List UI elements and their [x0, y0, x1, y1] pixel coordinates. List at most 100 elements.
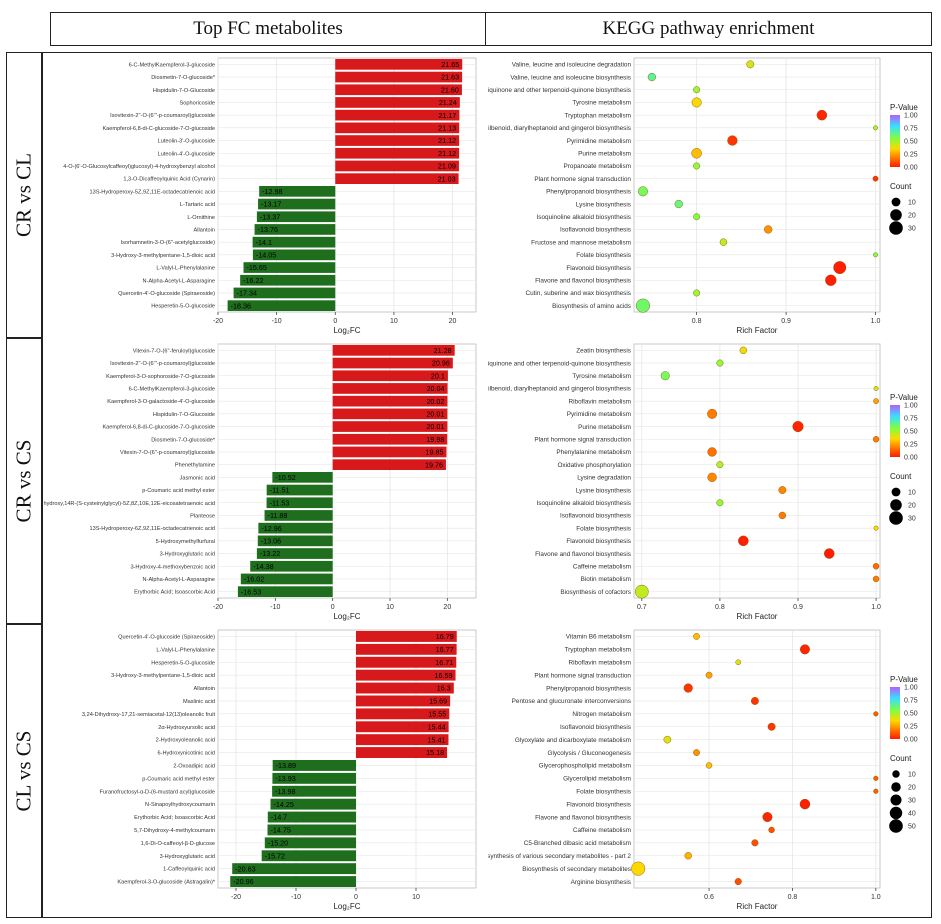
- category-label: 6-C-MethylKaempferol-3-glucoside: [129, 386, 215, 392]
- x-tick-label: -10: [272, 318, 282, 325]
- bar: [266, 497, 333, 509]
- pvalue-colorbar: [890, 405, 900, 457]
- size-legend-dot: [890, 794, 902, 806]
- bubble: [707, 408, 718, 419]
- data-label: -15.72: [265, 851, 285, 860]
- data-label: 16.71: [435, 658, 453, 667]
- data-label: 20.01: [426, 422, 444, 431]
- legend-title-count: Count: [890, 472, 912, 481]
- colorbar-tick-label: 0.50: [904, 139, 918, 146]
- pathway-label: Vitamin B6 metabolism: [566, 634, 631, 641]
- kegg-bubble-chart-cr-vs-cl: Valine, leucine and isoleucine degradati…: [488, 57, 918, 335]
- pathway-label: Oxidative phosphorylation: [557, 462, 631, 469]
- pathway-label: Stilbenoid, diarylheptanoid and gingerol…: [488, 386, 631, 393]
- data-label: 15.18: [426, 748, 444, 757]
- plot-area: [633, 629, 881, 889]
- category-label: L-Valyl-L-Phenylalanine: [156, 647, 215, 653]
- category-label: Phenethylamine: [175, 463, 215, 469]
- bar: [356, 682, 454, 694]
- x-tick-label: 10: [386, 604, 394, 611]
- pathway-label: Glycolysis / Gluconeogenesis: [548, 750, 631, 757]
- category-label: Luteolin-4'-O-glucoside: [158, 151, 215, 157]
- category-label: Quercetin-4'-O-glucoside (Spiraeoside): [118, 291, 215, 297]
- data-label: 21.65: [441, 60, 459, 69]
- data-label: -20.96: [233, 877, 253, 886]
- x-tick-label: -10: [270, 604, 280, 611]
- category-label: Kaempferol-3-O-sophoroside-7-O-glucoside: [106, 374, 215, 380]
- bubble: [762, 812, 773, 822]
- category-label: 2-Hydroxyoleanolic acid: [156, 738, 215, 744]
- category-label: Erythorbic Acid; Isoascorbic Acid: [134, 590, 215, 596]
- bar: [232, 863, 356, 875]
- colorbar-tick-label: 0.25: [904, 724, 918, 731]
- size-legend-label: 30: [908, 516, 916, 523]
- pathway-label: Glycerophospholipid metabolism: [539, 763, 631, 770]
- data-label: 20.1: [431, 371, 445, 380]
- category-label: Isovitexin-2''-O-(6'''-p-coumaroyl)gluco…: [110, 113, 215, 119]
- pathway-label: Phenylpropanoid biosynthesis: [546, 685, 631, 692]
- bubble: [716, 499, 724, 507]
- data-label: -12.98: [262, 187, 282, 196]
- category-label: 3,24-Dihydroxy-17,21-semiacetal-12(13)ol…: [82, 712, 216, 718]
- size-legend-dot: [891, 782, 901, 792]
- legend-title-pvalue: P-Value: [890, 103, 918, 112]
- bar: [356, 708, 450, 720]
- plot-area: [217, 57, 477, 313]
- category-label: Kaempferol-3-O-galactoside-4'-O-glucosid…: [107, 399, 215, 405]
- data-label: -13.98: [275, 787, 295, 796]
- row-label-text: CL vs CS: [11, 730, 36, 812]
- data-label: 21.63: [441, 73, 459, 82]
- data-label: -12.96: [261, 524, 281, 533]
- data-label: 21.03: [438, 174, 456, 183]
- category-label: Diosmetin-7-O-glucoside*: [151, 437, 216, 443]
- category-label: Planteose: [190, 513, 215, 519]
- size-legend-dot: [891, 197, 901, 207]
- bar: [230, 876, 356, 887]
- pathway-label: Ubiquinone and other terpenoid-quinone b…: [488, 360, 631, 367]
- pathway-label: Nitrogen metabolism: [572, 711, 631, 718]
- colorbar-tick-label: 0.00: [904, 165, 918, 172]
- category-label: 5,7-Dihydroxy-4-methylcoumarin: [134, 828, 215, 834]
- x-tick-label: 0: [354, 894, 358, 901]
- plot-area: [217, 629, 477, 889]
- pathway-label: Flavone and flavonol biosynthesis: [535, 277, 631, 284]
- row-label-text: CR vs CL: [11, 152, 36, 238]
- data-label: -14.1: [256, 238, 272, 247]
- kegg-bubble-chart-cr-vs-cs: Zeatin biosynthesis Ubiquinone and other …: [488, 343, 918, 621]
- bubble: [734, 878, 742, 886]
- x-tick-label: 1.0: [871, 894, 881, 901]
- category-label: 3-Hydroxy-4-methoxybenzoic acid: [130, 564, 215, 570]
- colorbar-tick-label: 0.50: [904, 711, 918, 718]
- data-label: -20.63: [235, 864, 255, 873]
- pathway-label: Biosynthesis of secondary metabolites: [522, 866, 631, 873]
- data-label: 16.79: [436, 632, 454, 641]
- x-tick-label: 0: [331, 604, 335, 611]
- size-legend-label: 50: [908, 824, 916, 831]
- bubble: [873, 386, 879, 391]
- bar: [267, 824, 356, 836]
- x-tick-label: 0.8: [692, 318, 702, 325]
- bar: [356, 695, 451, 707]
- pathway-label: Stilbenoid, diarylheptanoid and gingerol…: [488, 125, 631, 132]
- bubble: [716, 461, 724, 469]
- bubble: [799, 798, 811, 810]
- pathway-label: Purine metabolism: [578, 150, 631, 157]
- row-label-text: CR vs CS: [11, 439, 36, 523]
- bubble: [873, 775, 879, 781]
- data-label: -13.22: [260, 549, 280, 558]
- data-label: -11.51: [270, 486, 290, 495]
- bubble: [746, 60, 755, 69]
- bar: [332, 370, 448, 382]
- category-label: Hispidulin-7-O-Glucoside: [153, 88, 215, 94]
- bubble: [824, 548, 835, 559]
- pathway-label: Isoflavonoid biosynthesis: [560, 513, 631, 520]
- size-legend-dot: [892, 770, 900, 778]
- bar: [332, 383, 448, 394]
- fc-bar-chart-cl-vs-cs: 16.79 Quercetin-4'-O-glucoside (Spiraeosi…: [82, 629, 477, 911]
- category-label: L-Valyl-L-Phenylalanine: [156, 266, 215, 272]
- category-label: Luteolin-3'-O-glucoside: [158, 139, 215, 145]
- category-label: 3-Hydroxyglutaric acid: [160, 552, 215, 558]
- bar: [335, 147, 460, 159]
- category-label: 2-Oxoadipic acid: [173, 763, 215, 769]
- x-tick-label: 0.9: [781, 318, 791, 325]
